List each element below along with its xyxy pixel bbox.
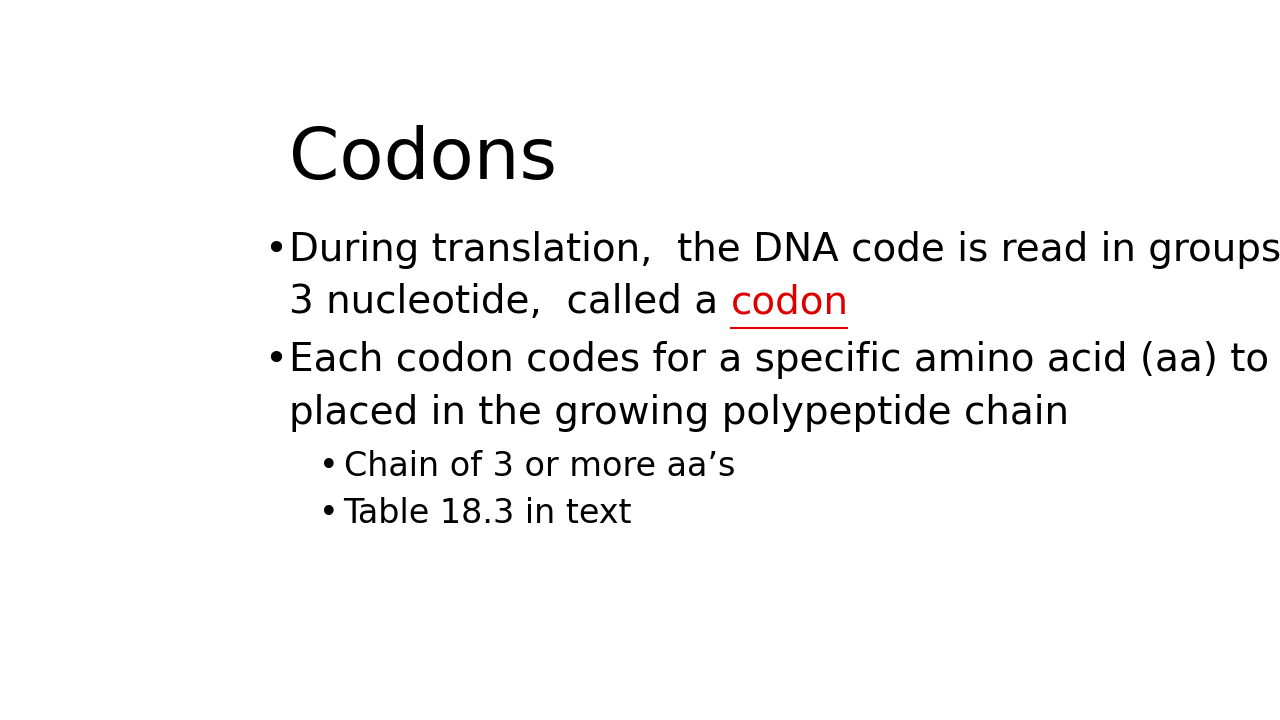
- Text: Chain of 3 or more aa’s: Chain of 3 or more aa’s: [343, 449, 735, 482]
- Text: codon: codon: [731, 283, 849, 321]
- Text: 3 nucleotide,  called a: 3 nucleotide, called a: [289, 283, 731, 321]
- Text: •: •: [264, 230, 287, 269]
- Text: •: •: [319, 497, 338, 530]
- Text: •: •: [319, 449, 338, 482]
- Text: Table 18.3 in text: Table 18.3 in text: [343, 497, 632, 530]
- Text: placed in the growing polypeptide chain: placed in the growing polypeptide chain: [289, 394, 1069, 432]
- Text: •: •: [264, 341, 287, 379]
- Text: Each codon codes for a specific amino acid (aa) to be: Each codon codes for a specific amino ac…: [289, 341, 1280, 379]
- Text: Codons: Codons: [289, 125, 557, 194]
- Text: During translation,  the DNA code is read in groups of: During translation, the DNA code is read…: [289, 230, 1280, 269]
